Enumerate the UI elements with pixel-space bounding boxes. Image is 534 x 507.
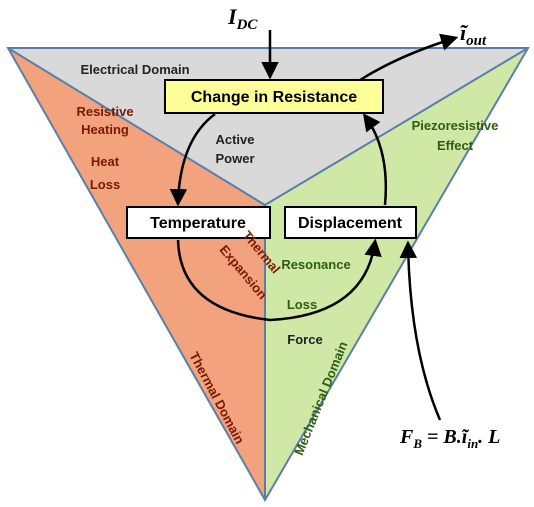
node-box bbox=[284, 206, 417, 239]
eq-part: . L bbox=[478, 426, 500, 448]
edge-label: Resistive bbox=[76, 104, 133, 119]
node-box bbox=[126, 206, 271, 239]
eq-part: in bbox=[467, 436, 478, 451]
node-box bbox=[164, 79, 384, 114]
eq-part: ĩ bbox=[462, 426, 470, 448]
symbol: ĩ bbox=[460, 20, 469, 45]
node-label: Displacement bbox=[298, 215, 403, 232]
edge-label: Effect bbox=[437, 138, 474, 153]
eq-part: F bbox=[399, 426, 414, 448]
symbol: I bbox=[227, 4, 238, 29]
eq-part: B bbox=[412, 436, 422, 451]
eq-part: = B. bbox=[422, 426, 462, 448]
node-label: Temperature bbox=[150, 215, 246, 232]
edge-label: Heat bbox=[91, 154, 120, 169]
edge-label: Resonance bbox=[281, 257, 350, 272]
electrical-region bbox=[8, 48, 528, 205]
subscript: out bbox=[466, 33, 487, 49]
force-equation: FB = B.ĩin. L bbox=[399, 426, 500, 451]
edge-label: Active bbox=[215, 132, 254, 147]
edge-label: Heating bbox=[81, 122, 129, 137]
edge-label: Loss bbox=[90, 177, 120, 192]
subscript: DC bbox=[236, 17, 259, 33]
output-current: ĩout bbox=[460, 20, 487, 49]
input-current: IDC bbox=[227, 4, 258, 33]
edge-label: Power bbox=[215, 151, 254, 166]
domain-label: Electrical Domain bbox=[80, 62, 189, 77]
edge-label: Loss bbox=[287, 297, 317, 312]
edge-label: Piezoresistive bbox=[412, 118, 499, 133]
edge-label: Force bbox=[287, 332, 322, 347]
triangle-outline bbox=[6, 47, 530, 503]
node-label: Change in Resistance bbox=[191, 89, 357, 106]
arrows bbox=[169, 30, 459, 421]
